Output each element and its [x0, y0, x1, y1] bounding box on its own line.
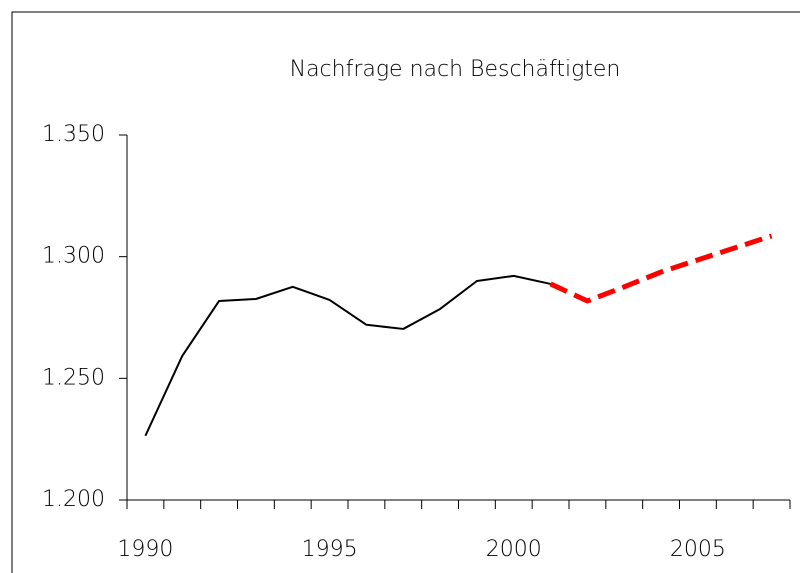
y-tick-label: 1.250 [42, 365, 105, 390]
x-tick-label: 2000 [486, 537, 542, 562]
y-tick-label: 1.300 [42, 244, 105, 269]
x-tick-label: 1995 [302, 537, 358, 562]
x-tick-label: 1990 [117, 537, 173, 562]
line-series [144, 274, 551, 437]
y-tick-label: 1.350 [42, 122, 105, 147]
y-tick-label: 1.200 [42, 487, 105, 512]
chart-title: Nachfrage nach Beschäftigten [290, 57, 621, 82]
x-tick-label: 2005 [670, 537, 726, 562]
line-series [549, 233, 773, 304]
chart-border [11, 11, 800, 573]
